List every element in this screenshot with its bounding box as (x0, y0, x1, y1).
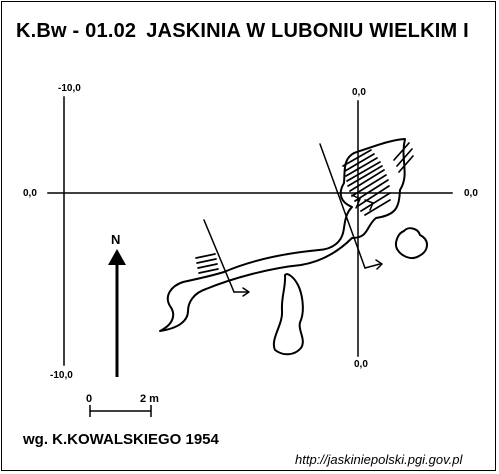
entrance-symbol (351, 194, 374, 211)
coordinate-left-bottom: -10,0 (50, 370, 73, 381)
cave-side-chamber (272, 273, 304, 356)
grid-lines (47, 96, 453, 366)
coordinate-right-middle: 0,0 (464, 188, 478, 199)
cave-name: JASKINIA W LUBONIU WIELKIM I (146, 20, 469, 42)
coordinate-left-middle: 0,0 (23, 188, 37, 199)
coordinate-right-bottom: 0,0 (354, 359, 368, 370)
cave-isolated-chamber (394, 227, 428, 259)
author-credit: wg. K.KOWALSKIEGO 1954 (23, 431, 219, 448)
cave-code: K.Bw - 01.02 (16, 20, 137, 42)
north-arrow-icon (108, 249, 126, 377)
cave-hatching (195, 142, 414, 274)
scale-end-label: 2 m (140, 393, 159, 405)
scale-start-label: 0 (86, 393, 93, 405)
cave-outline (159, 138, 428, 356)
coordinate-left-top: -10,0 (58, 83, 81, 94)
source-url: http://jaskiniepolski.pgi.gov.pl (295, 452, 463, 467)
right-cross-section-line (319, 143, 366, 269)
map-title: K.Bw - 01.02 JASKINIA W LUBONIU WIELKIM I (16, 20, 469, 43)
left-cross-section-line (203, 219, 235, 293)
north-label: N (111, 232, 121, 247)
cave-main-passage (159, 138, 406, 332)
cross-section-markers (203, 143, 383, 297)
right-section-arrow-icon (364, 263, 381, 269)
coordinate-right-top: 0,0 (352, 87, 366, 98)
scale-bar (89, 405, 152, 417)
